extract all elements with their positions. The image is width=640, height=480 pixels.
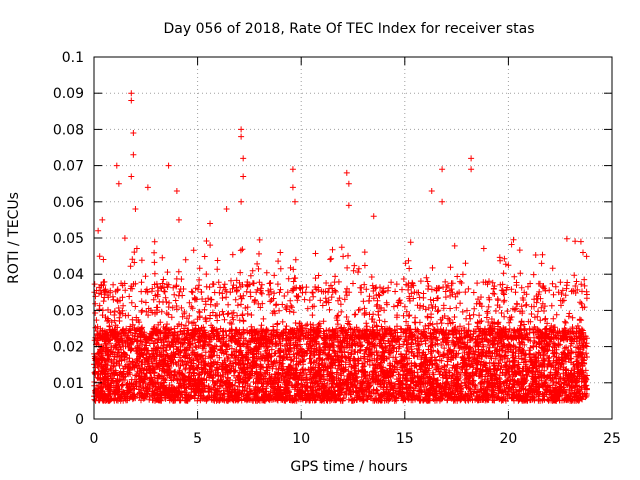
peak-point — [95, 227, 102, 234]
peak-point — [345, 202, 352, 209]
peak-point — [468, 166, 475, 173]
y-tick-label: 0.07 — [53, 159, 84, 175]
scatter-points — [91, 90, 590, 404]
peak-point — [238, 126, 245, 133]
peak-point — [173, 187, 180, 194]
y-axis-ticks: 0 0.01 0.02 0.03 0.04 0.05 0.06 0.07 0.08 0.09 0.1 — [53, 50, 612, 428]
y-tick-label: 0 — [75, 412, 84, 428]
y-axis-label: ROTI / TECUs — [6, 192, 22, 284]
peak-point — [144, 184, 151, 191]
peak-point — [175, 216, 182, 223]
x-axis-ticks: 0 5 10 15 20 25 — [90, 57, 621, 447]
peak-point — [128, 90, 135, 97]
peak-point — [238, 198, 245, 205]
y-tick-label: 0.1 — [62, 50, 84, 66]
peak-point — [343, 169, 350, 176]
peak-point — [468, 155, 475, 162]
peak-point — [291, 198, 298, 205]
peak-point — [128, 97, 135, 104]
peak-point — [345, 180, 352, 187]
peak-point — [428, 187, 435, 194]
peak-point — [130, 130, 137, 137]
peak-point — [579, 249, 586, 256]
peak-point — [115, 180, 122, 187]
chart-title: Day 056 of 2018, Rate Of TEC Index for r… — [163, 21, 534, 37]
peak-point — [289, 166, 296, 173]
peak-point — [289, 184, 296, 191]
x-tick-label: 25 — [603, 431, 621, 447]
peak-point — [240, 155, 247, 162]
peak-point — [207, 220, 214, 227]
y-tick-label: 0.08 — [53, 122, 84, 138]
peak-point — [113, 162, 120, 169]
scatter-point-cloud — [91, 235, 590, 404]
x-tick-label: 0 — [90, 431, 99, 447]
peak-point — [128, 173, 135, 180]
peak-point — [577, 238, 584, 245]
y-tick-label: 0.05 — [53, 231, 84, 247]
peak-point — [99, 216, 106, 223]
grid-layer — [94, 57, 612, 419]
peak-point — [130, 151, 137, 158]
peak-point — [370, 213, 377, 220]
y-tick-label: 0.06 — [53, 195, 84, 211]
peak-point — [238, 133, 245, 140]
x-tick-label: 5 — [193, 431, 202, 447]
y-tick-label: 0.01 — [53, 376, 84, 392]
y-tick-label: 0.09 — [53, 86, 84, 102]
x-tick-label: 20 — [499, 431, 517, 447]
peak-point — [240, 173, 247, 180]
peak-point — [132, 206, 139, 213]
y-tick-label: 0.02 — [53, 340, 84, 356]
peak-point — [439, 198, 446, 205]
x-tick-label: 15 — [396, 431, 414, 447]
peak-point — [165, 162, 172, 169]
y-tick-label: 0.04 — [53, 267, 84, 283]
x-tick-label: 10 — [292, 431, 310, 447]
x-axis-label: GPS time / hours — [290, 459, 407, 475]
peak-point — [439, 166, 446, 173]
peak-point — [223, 206, 230, 213]
y-tick-label: 0.03 — [53, 303, 84, 319]
